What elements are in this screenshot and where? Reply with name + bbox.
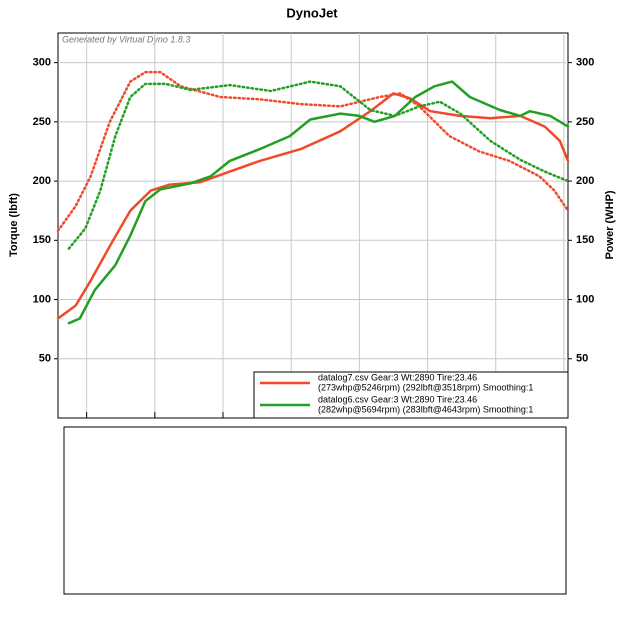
grid [58,33,568,418]
y2-tick-label: 50 [576,353,588,365]
series-line [56,92,570,320]
lines [56,70,570,325]
legend: datalog7.csv Gear:3 Wt:2890 Tire:23.46(2… [253,371,569,419]
legend-label: (282whp@5694rpm) (283lbft@4643rpm) Smoot… [318,404,533,414]
subtitle: Generated by Virtual Dyno 1.8.3 [62,34,190,44]
legend-box [253,371,569,419]
y2-tick-label: 300 [576,57,594,69]
y-tick-label: 250 [33,116,51,128]
y2-axis-label: Power (WHP) [604,190,616,259]
series-line [67,80,570,250]
y2-tick-label: 200 [576,175,594,187]
y-tick-label: 200 [33,175,51,187]
series-line [67,80,570,325]
y2-tick-label: 250 [576,116,594,128]
lower-panel [63,426,567,595]
series-line [56,70,570,233]
legend-label: datalog6.csv Gear:3 Wt:2890 Tire:23.46 [318,394,477,404]
y-tick-label: 100 [33,293,51,305]
legend-label: datalog7.csv Gear:3 Wt:2890 Tire:23.46 [318,372,477,382]
legend-label: (273whp@5246rpm) (292lbft@3518rpm) Smoot… [318,382,533,392]
chart-title: DynoJet [286,5,338,20]
y-tick-label: 150 [33,234,51,246]
y2-tick-label: 150 [576,234,594,246]
y-tick-label: 50 [39,353,51,365]
ticks: 50 100 150 200 250 300 50 100 150 200 250 300 [33,57,595,365]
y-tick-label: 300 [33,57,51,69]
y2-tick-label: 100 [576,293,594,305]
y-axis-label: Torque (lbft) [8,193,20,257]
